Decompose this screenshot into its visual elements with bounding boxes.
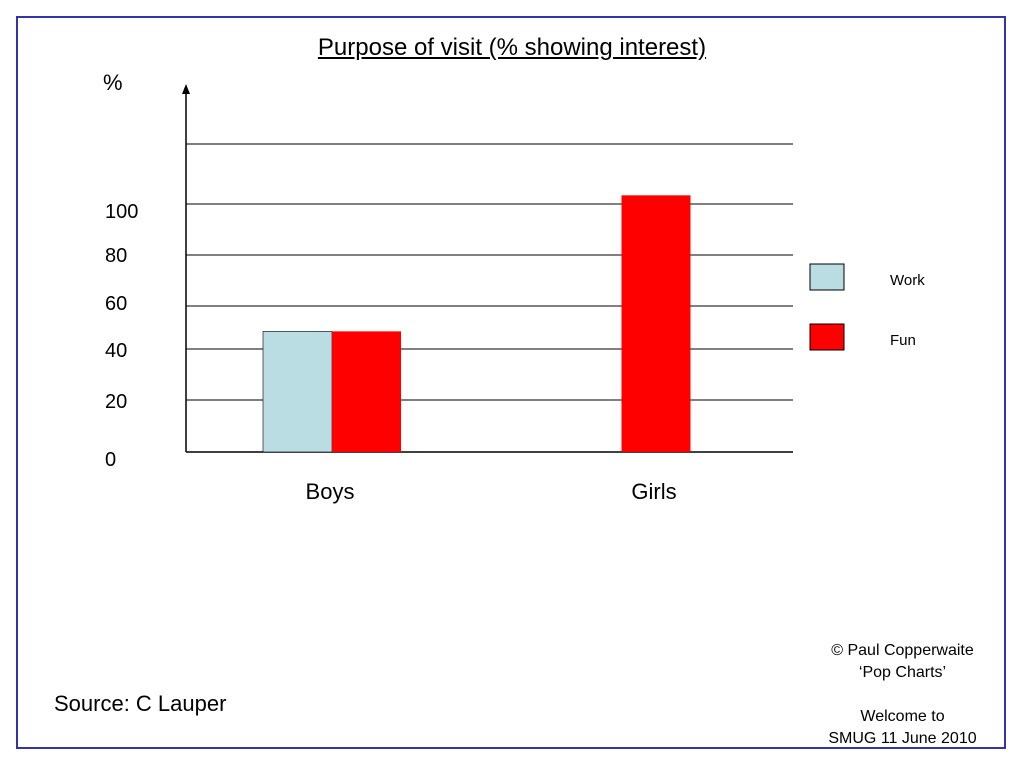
y-tick-label-60: 60 [105, 293, 127, 315]
legend-swatch-fun [809, 323, 845, 351]
y-tick-label-80: 80 [105, 245, 127, 267]
copyright-line: © Paul Copperwaite [831, 642, 974, 659]
y-tick-label-0: 0 [105, 449, 116, 471]
bar-boys-work [262, 331, 333, 453]
source-note: Source: C Lauper [54, 691, 227, 716]
legend-swatch-work [809, 263, 845, 291]
chart-title: Purpose of visit (% showing interest) [317, 34, 707, 61]
bar-girls-fun [621, 195, 691, 453]
y-tick-label-40: 40 [105, 340, 127, 362]
event-date-line: SMUG 11 June 2010 [828, 730, 977, 747]
pop-charts-line: ‘Pop Charts’ [858, 664, 947, 681]
legend-label-work: Work [890, 272, 925, 289]
x-tick-label-boys: Boys [306, 479, 355, 504]
welcome-line: Welcome to [860, 708, 945, 725]
slide-frame [16, 16, 1006, 749]
y-tick-label-100: 100 [105, 201, 138, 223]
y-axis-unit-label: % [103, 70, 123, 95]
x-tick-label-girls: Girls [631, 479, 676, 504]
credits-block: © Paul Copperwaite ‘Pop Charts’ Welcome … [800, 640, 1005, 750]
y-tick-label-20: 20 [105, 391, 127, 413]
y-axis-arrow-icon [182, 84, 190, 94]
bar-boys-fun [332, 331, 401, 452]
legend-label-fun: Fun [890, 332, 916, 349]
